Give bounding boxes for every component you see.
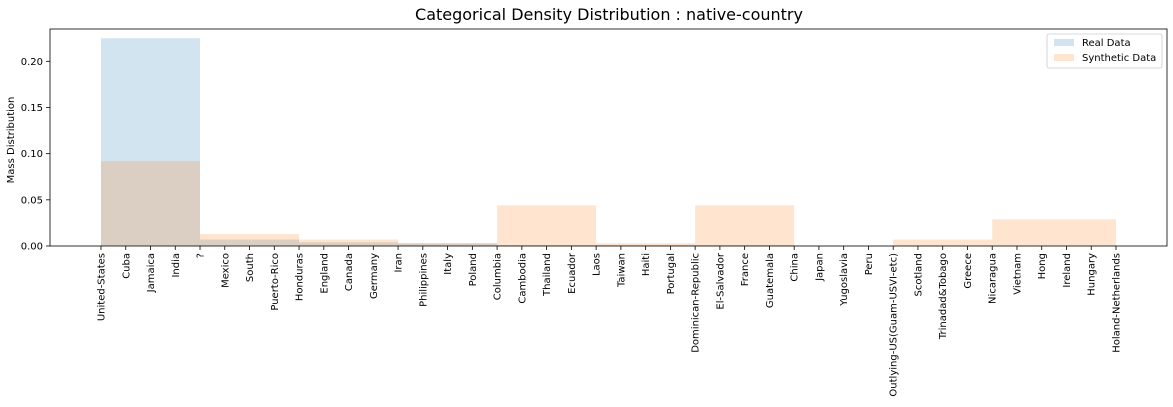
x-tick-label: Peru <box>864 253 875 275</box>
x-tick-label: Trinadad&Tobago <box>938 253 949 340</box>
x-tick-label: United-States <box>97 253 108 321</box>
x-tick-label: Portugal <box>666 253 677 294</box>
x-tick-label: India <box>171 253 182 278</box>
x-tick-label: Puerto-Rico <box>270 253 281 311</box>
x-tick-label: Ecuador <box>567 252 578 294</box>
legend-box <box>1046 33 1163 69</box>
x-tick-label: Iran <box>394 253 405 273</box>
real-bar-4 <box>497 245 597 246</box>
real-bar-6 <box>695 245 795 246</box>
x-tick-label: England <box>319 253 330 294</box>
x-tick-label: Canada <box>344 253 355 291</box>
x-tick-label: Holand-Netherlands <box>1112 253 1123 353</box>
x-tick-label: Mexico <box>220 253 231 288</box>
synthetic-bar-6 <box>695 205 795 246</box>
synthetic-bar-1 <box>200 233 300 246</box>
legend-label-0: Real Data <box>1082 38 1131 49</box>
x-tick-label: Cuba <box>121 253 132 279</box>
x-tick-label: Japan <box>814 253 825 282</box>
y-axis-label: Mass Distribution <box>6 97 17 184</box>
x-tick-label: Cambodia <box>517 253 528 304</box>
synthetic-bar-4 <box>497 205 597 246</box>
y-tick-label: 0.20 <box>21 57 43 68</box>
x-tick-label: France <box>740 253 751 286</box>
x-tick-label: Scotland <box>913 253 924 296</box>
x-tick-label: Ireland <box>1062 253 1073 288</box>
y-tick-label: 0.00 <box>21 242 43 253</box>
chart-title: Categorical Density Distribution : nativ… <box>415 5 803 24</box>
x-tick-label: Columbia <box>493 253 504 300</box>
x-tick-label: Laos <box>592 253 603 276</box>
x-tick-label: Haiti <box>641 253 652 276</box>
real-bar-5 <box>596 245 696 246</box>
x-tick-label: Philippines <box>418 253 429 307</box>
x-tick-label: Outlying-US(Guam-USVI-etc) <box>889 253 900 397</box>
synthetic-bar-2 <box>299 239 399 246</box>
x-tick-label: Nicaragua <box>988 253 999 304</box>
x-tick-label: Guatemala <box>765 253 776 308</box>
legend-swatch-0 <box>1054 39 1074 46</box>
synthetic-bar-0 <box>101 161 201 246</box>
real-bar-2 <box>299 242 399 246</box>
legend-label-1: Synthetic Data <box>1082 53 1156 64</box>
x-tick-label: El-Salvador <box>715 252 726 309</box>
synthetic-data-bars <box>101 161 1116 246</box>
x-tick-label: China <box>790 253 801 282</box>
legend: Real Data Synthetic Data <box>1046 33 1163 69</box>
x-tick-label: Yugoslavia <box>839 253 850 307</box>
synthetic-bar-9 <box>992 219 1116 246</box>
x-tick-label: Vietnam <box>1012 253 1023 295</box>
real-data-bars <box>101 38 1116 247</box>
synthetic-bar-8 <box>893 239 993 246</box>
x-tick-label: Dominican-Republic <box>691 253 702 353</box>
x-tick-label: Jamaica <box>146 253 157 293</box>
x-tick-label: Hungary <box>1087 253 1098 296</box>
plot-frame <box>49 28 1168 247</box>
x-tick-label: Hong <box>1037 253 1048 279</box>
x-tick-label: ? <box>196 253 207 258</box>
x-tick-label: Poland <box>468 253 479 286</box>
synthetic-bar-3 <box>398 243 498 246</box>
real-bar-1 <box>200 239 300 246</box>
real-bar-3 <box>398 243 498 246</box>
real-bar-0 <box>101 38 201 247</box>
y-tick-label: 0.15 <box>21 103 43 114</box>
x-tick-label: South <box>245 253 256 282</box>
x-tick-label: Thailand <box>542 253 553 297</box>
x-tick-label: Germany <box>369 253 380 299</box>
y-tick-label: 0.05 <box>21 195 43 206</box>
legend-swatch-1 <box>1054 54 1074 61</box>
x-axis: United-States Cuba Jamaica India? Mexico Sout… <box>97 246 1123 397</box>
x-tick-label: Greece <box>963 253 974 289</box>
x-tick-label: Honduras <box>295 253 306 301</box>
synthetic-bar-5 <box>596 243 696 246</box>
y-tick-label: 0.10 <box>21 149 43 160</box>
x-tick-label: Taiwan <box>616 253 627 288</box>
x-tick-label: Italy <box>443 253 454 275</box>
y-axis: 0.00 0.05 0.10 0.15 0.20 <box>21 57 50 253</box>
